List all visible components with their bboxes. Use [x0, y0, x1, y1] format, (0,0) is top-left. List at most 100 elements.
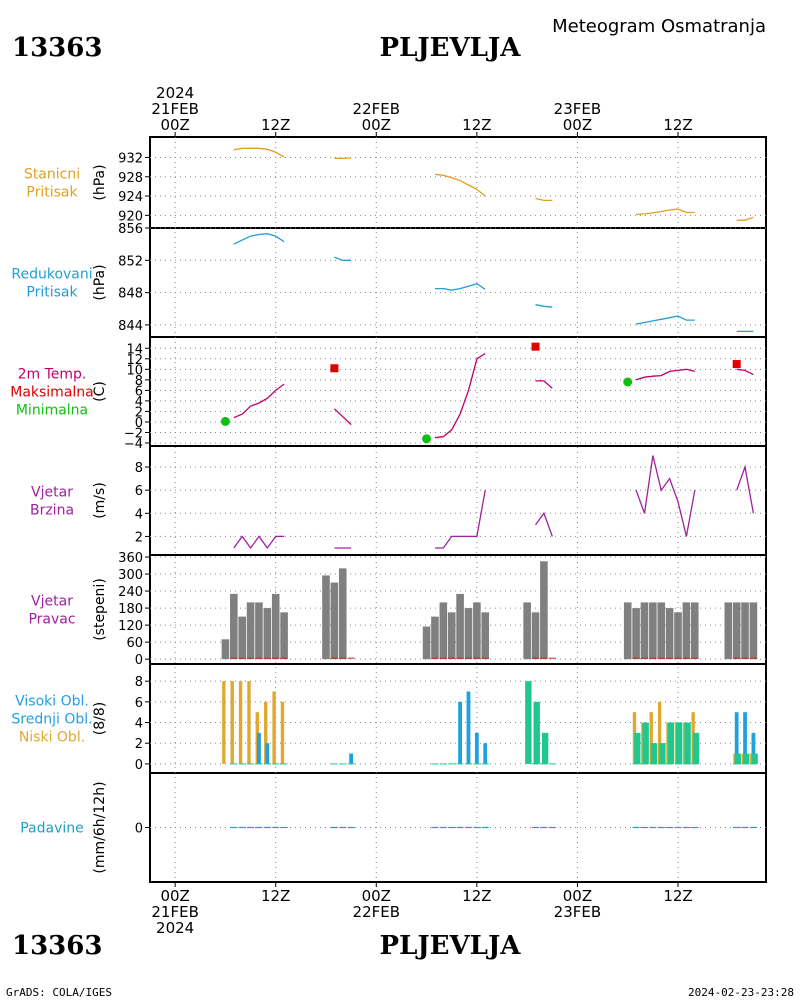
panel-label: 2m Temp. [18, 367, 87, 383]
y-tick-label: 12 [126, 353, 143, 368]
footer-timestamp: 2024-02-23-23:28 [688, 986, 794, 999]
series-line [635, 455, 696, 537]
time-label-top: 12Z [261, 116, 290, 134]
time-label-bottom: 23FEB [554, 903, 601, 921]
plot-layer: 202421FEB00Z00Z21FEB202412Z12Z22FEB00Z00… [10, 84, 767, 937]
y-tick-label: 0 [135, 416, 143, 431]
time-label-top: 22FEB [353, 100, 400, 118]
wind-direction-bar [640, 602, 649, 660]
series-line [434, 173, 486, 197]
cloud-bar [684, 722, 691, 764]
max-temp-marker [330, 364, 339, 373]
wind-direction-bar [741, 602, 749, 660]
panel-label: Vjetar [31, 485, 73, 501]
series-line [434, 352, 486, 439]
panel-label: Pritisak [26, 185, 78, 201]
time-label-top: 00Z [160, 116, 189, 134]
wind-direction-bar [431, 616, 439, 660]
wind-direction-bar [246, 602, 255, 660]
series-line [435, 490, 486, 549]
wind-direction-bar [439, 602, 448, 660]
y-axis-label: (stepeni) [92, 578, 108, 641]
cloud-bar [734, 712, 739, 764]
series-line [535, 197, 553, 202]
time-label-top: 00Z [563, 116, 592, 134]
y-tick-label: 8 [135, 461, 143, 476]
cloud-bar [659, 743, 666, 764]
cloud-bar [230, 681, 234, 764]
y-tick-label: 8 [135, 374, 143, 389]
wind-direction-bar [632, 608, 640, 660]
cloud-bar [349, 753, 354, 764]
y-tick-label: 8 [135, 675, 143, 690]
panel-label: Maksimalna [10, 385, 94, 401]
y-tick-label: 4 [135, 395, 143, 410]
station-name-top: PLJEVLJA [380, 33, 522, 63]
series-line [435, 282, 486, 291]
series-line [233, 535, 285, 550]
y-tick-label: −2 [124, 426, 143, 441]
wind-direction-bar [221, 639, 230, 660]
wind-direction-bar [682, 602, 691, 660]
cloud-bar [533, 701, 540, 764]
wind-direction-bar [749, 602, 758, 660]
cloud-bar [264, 701, 268, 764]
series-line [736, 216, 754, 221]
time-label-bottom: 00Z [563, 887, 592, 905]
panel-wind_direction: 0 60 120 180 240 300 360 (stepeni) Vjetar Pravac [28, 551, 766, 668]
cloud-bar [734, 753, 742, 764]
panel-label: Brzina [30, 503, 74, 519]
station-id-top: 13363 [12, 33, 102, 63]
y-tick-label: 848 [118, 287, 143, 302]
y-tick-label: 120 [118, 619, 143, 634]
panel-precipitation: 0 (mm/6h/12h) Padavine [20, 781, 766, 874]
max-temp-marker [531, 342, 540, 351]
wind-direction-bar [531, 612, 540, 660]
cloud-bar [265, 743, 270, 764]
time-label-bottom: 00Z [160, 887, 189, 905]
time-label-top: 12Z [663, 116, 692, 134]
meteogram-subtitle: Meteogram Osmatranja [552, 16, 766, 37]
y-tick-label: 0 [135, 822, 143, 837]
cloud-bar [751, 732, 756, 764]
y-tick-label: 0 [135, 653, 143, 668]
wind-direction-bar [481, 612, 490, 660]
series-line [635, 315, 695, 325]
cloud-bar [649, 712, 653, 764]
wind-direction-bar [230, 593, 238, 660]
min-temp-marker [220, 416, 230, 426]
wind-direction-bar [665, 608, 674, 660]
series-line [534, 511, 553, 537]
cloud-bar [525, 681, 532, 764]
y-tick-label: 14 [126, 342, 143, 357]
series-line [635, 368, 695, 381]
wind-direction-bar [674, 612, 682, 660]
y-tick-label: 852 [118, 254, 143, 269]
footer-credit: GrADS: COLA/IGES [6, 986, 112, 999]
cloud-bar [642, 722, 649, 764]
panel-label: Pritisak [26, 285, 78, 301]
series-line [535, 380, 553, 389]
y-tick-label: 920 [118, 209, 143, 224]
cloud-bar [474, 732, 479, 764]
time-label-top: 12Z [462, 116, 491, 134]
y-tick-label: 0 [135, 758, 143, 773]
y-tick-label: −4 [124, 437, 143, 452]
time-label-top: 00Z [362, 116, 391, 134]
series-line [736, 368, 754, 376]
panel-label: Pravac [28, 612, 75, 628]
series-line [233, 147, 285, 158]
plot-frame [149, 136, 767, 883]
y-tick-label: 6 [135, 384, 143, 399]
y-tick-label: 844 [118, 319, 143, 334]
series-line [233, 383, 285, 419]
panel-station_pressure: 920 924 928 932 (hPa) Stanicni Pritisak [24, 147, 766, 224]
wind-direction-bar [649, 602, 657, 660]
y-axis-label: (hPa) [92, 264, 108, 300]
panel-label: Niski Obl. [19, 730, 85, 746]
wind-direction-bar [322, 575, 330, 660]
wind-direction-bar [540, 561, 548, 660]
cloud-bar [634, 732, 641, 764]
y-axis-label: (mm/6h/12h) [92, 781, 108, 873]
